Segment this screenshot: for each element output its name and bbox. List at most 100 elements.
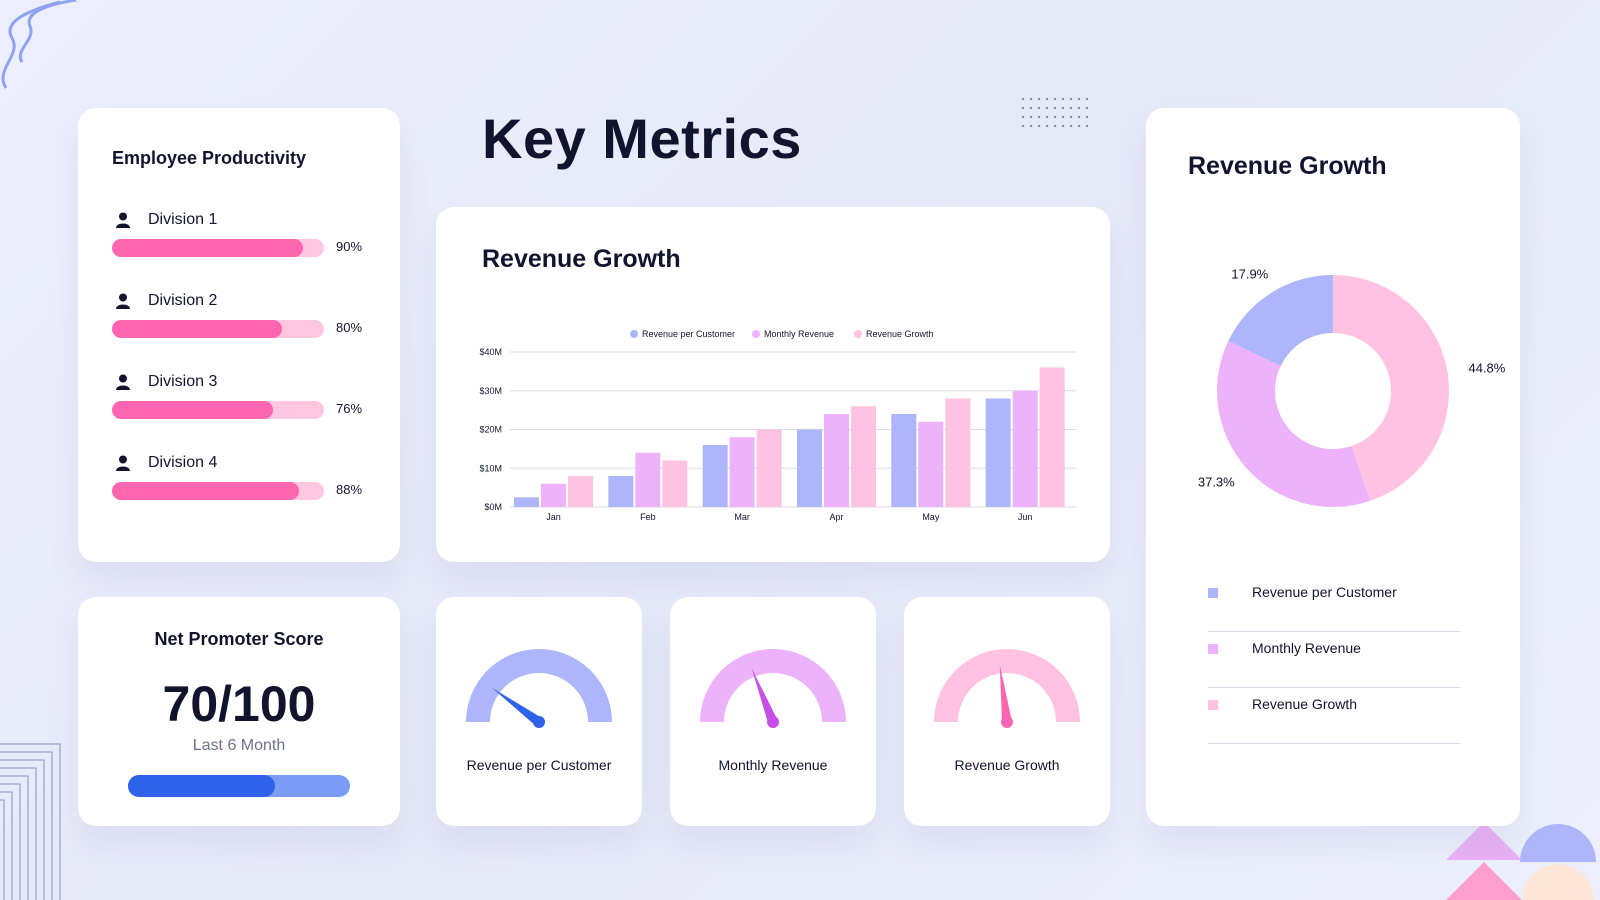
legend-label: Monthly Revenue: [764, 329, 834, 339]
dot: [1045, 115, 1049, 119]
division-percent: 76%: [336, 401, 363, 416]
y-tick-label: $20M: [479, 425, 502, 435]
net-promoter-score-card: Net Promoter Score 70/100 Last 6 Month: [78, 597, 400, 826]
dot: [1077, 115, 1081, 119]
legend-item: Revenue Growth: [1208, 688, 1460, 744]
dot: [1085, 115, 1089, 119]
dot: [1077, 106, 1081, 110]
gauge-pivot: [767, 716, 779, 728]
bar: [541, 483, 566, 507]
bar: [635, 452, 661, 507]
bar: [891, 414, 917, 507]
division-row: Division 3 76%: [112, 373, 372, 433]
bar: [568, 476, 593, 507]
person-icon: [116, 293, 130, 309]
gauge-needle: [492, 687, 542, 727]
y-tick-label: $10M: [479, 463, 502, 473]
donut-slice: [1228, 275, 1333, 366]
dot: [1077, 124, 1081, 128]
bar: [797, 429, 822, 507]
division-progress-bar: [112, 482, 324, 500]
donut-slice: [1333, 275, 1449, 501]
legend-marker: [630, 330, 638, 338]
gauge-needle: [751, 668, 778, 724]
employee-productivity-card: Employee Productivity Division 1 90% Divis…: [78, 108, 400, 562]
x-tick-label: Jun: [1018, 512, 1033, 522]
dot: [1021, 97, 1025, 101]
dot: [1021, 115, 1025, 119]
dot: [1069, 106, 1073, 110]
dot: [1061, 106, 1065, 110]
gauge-arc: [700, 649, 846, 722]
dot: [1029, 97, 1033, 101]
division-progress-fill: [112, 320, 282, 338]
legend-label: Revenue Growth: [866, 329, 934, 339]
gauge-monthly-revenue: [700, 649, 846, 728]
dot: [1029, 124, 1033, 128]
x-tick-label: May: [922, 512, 940, 522]
gauge-revenue-growth: [934, 649, 1080, 728]
dot: [1037, 97, 1041, 101]
slice-label: 17.9%: [1231, 266, 1268, 281]
division-row: Division 1 90%: [112, 211, 372, 271]
dot: [1045, 97, 1049, 101]
legend-swatch: [1208, 588, 1218, 598]
division-label: Division 1: [148, 211, 218, 228]
employee-productivity-title: Employee Productivity: [112, 148, 307, 168]
legend-marker: [752, 330, 760, 338]
dot: [1029, 115, 1033, 119]
slice-label: 44.8%: [1468, 361, 1505, 376]
revenue-bar-chart-card: Revenue Growth $0M $10M $20M $30M $40M Revenu…: [436, 207, 1110, 562]
gauge-arc: [934, 649, 1080, 722]
legend-label: Revenue per Customer: [1252, 584, 1397, 600]
slice-label: 37.3%: [1198, 475, 1235, 490]
division-progress-fill: [112, 401, 274, 419]
x-tick-label: Feb: [640, 512, 656, 522]
dot: [1077, 97, 1081, 101]
bar: [851, 406, 876, 507]
division-percent: 80%: [336, 320, 363, 335]
dot: [1085, 106, 1089, 110]
legend-label: Revenue per Customer: [642, 329, 735, 339]
donut-chart-title: Revenue Growth: [1188, 152, 1387, 180]
division-row: Division 2 80%: [112, 292, 372, 352]
bar: [756, 429, 782, 507]
gauge-pivot: [533, 716, 545, 728]
dot: [1037, 124, 1041, 128]
x-tick-label: Apr: [829, 512, 843, 522]
gauge-card-revenue-per-customer: Revenue per Customer: [436, 597, 642, 826]
nps-progress-bar: [128, 775, 350, 797]
dot: [1021, 124, 1025, 128]
revenue-bar-chart: $0M $10M $20M $30M $40M Revenue per Customer M…: [479, 329, 1076, 522]
division-label: Division 3: [148, 373, 218, 390]
division-label: Division 2: [148, 292, 218, 309]
bar: [514, 497, 539, 507]
division-progress-bar: [112, 320, 324, 338]
person-icon: [116, 374, 130, 390]
y-tick-label: $0M: [484, 502, 502, 512]
legend-marker: [854, 330, 862, 338]
bar: [702, 445, 728, 507]
dot: [1061, 97, 1065, 101]
bar: [918, 421, 944, 507]
dot: [1061, 115, 1065, 119]
line-pattern-decoration: [0, 743, 61, 900]
dot: [1045, 106, 1049, 110]
shapes-decoration: [1446, 822, 1596, 900]
dot: [1085, 97, 1089, 101]
dot: [1053, 97, 1057, 101]
gauge-needle: [999, 664, 1012, 723]
dot: [1069, 115, 1073, 119]
legend-item: Revenue per Customer: [1208, 576, 1460, 632]
nps-progress-fill: [128, 775, 275, 797]
bar: [1039, 367, 1065, 507]
x-tick-label: Mar: [734, 512, 750, 522]
y-tick-label: $30M: [479, 386, 502, 396]
nps-subtitle: Last 6 Month: [192, 737, 286, 754]
dot: [1029, 106, 1033, 110]
dot: [1053, 124, 1057, 128]
dot: [1037, 106, 1041, 110]
y-tick-label: $40M: [479, 347, 502, 357]
division-progress-fill: [112, 239, 303, 257]
division-row: Division 4 88%: [112, 454, 372, 514]
